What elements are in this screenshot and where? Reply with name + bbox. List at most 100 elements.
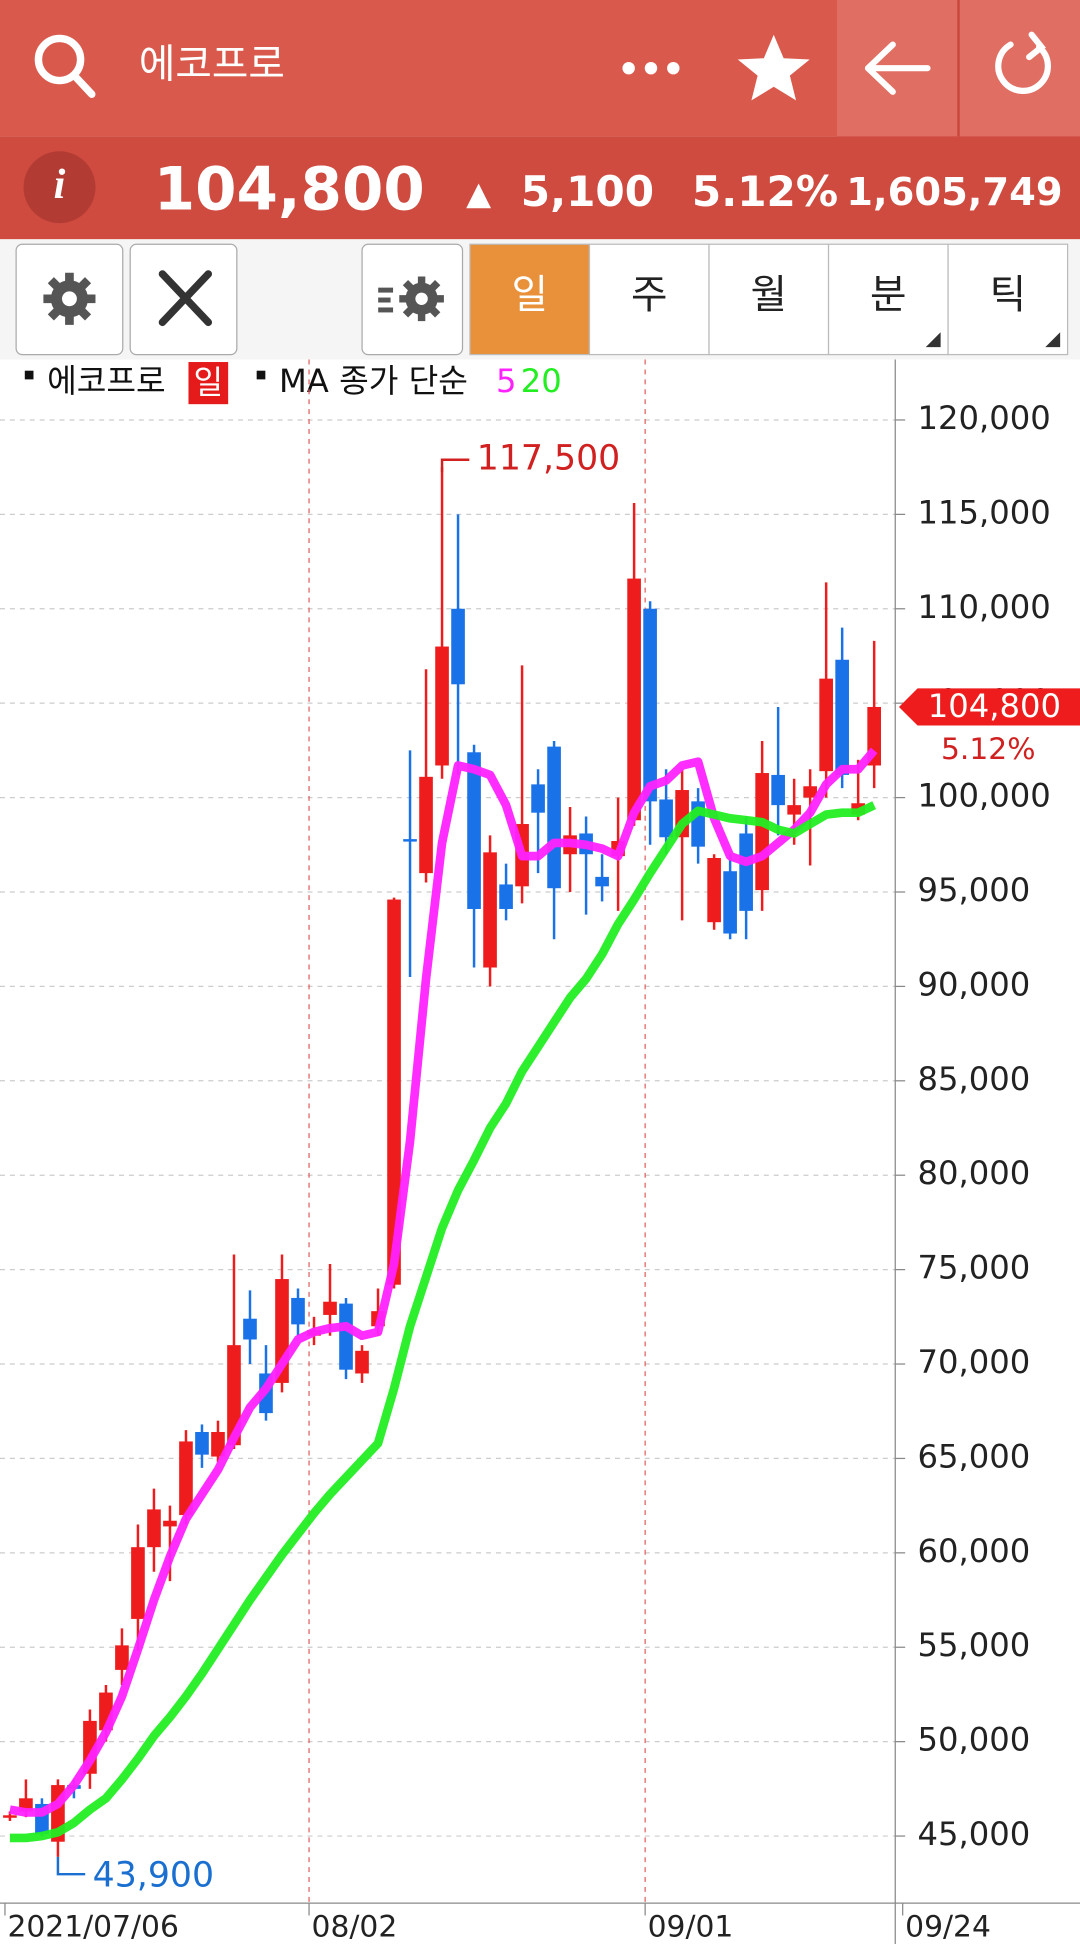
y-tick-label: 55,000 bbox=[918, 1626, 1031, 1664]
legend-marker bbox=[24, 370, 34, 380]
y-tick-label: 65,000 bbox=[918, 1437, 1031, 1475]
legend-period: 일 bbox=[193, 363, 223, 401]
change: 5,100 bbox=[521, 167, 654, 216]
moving-average-line bbox=[9, 801, 877, 1843]
candle-body bbox=[531, 784, 545, 813]
search-icon[interactable] bbox=[34, 34, 96, 98]
refresh-icon[interactable] bbox=[995, 31, 1051, 94]
y-tick-label: 110,000 bbox=[918, 588, 1051, 626]
candle-body bbox=[467, 752, 481, 909]
candle-body bbox=[483, 852, 497, 968]
candle-body bbox=[323, 1301, 337, 1315]
change-pct: 5.12% bbox=[692, 167, 838, 216]
tab-label: 틱 bbox=[990, 272, 1026, 318]
y-tick-label: 45,000 bbox=[918, 1815, 1031, 1853]
candle-body bbox=[771, 774, 785, 806]
x-tick-label: 09/01 bbox=[648, 1909, 734, 1944]
candle-body bbox=[835, 659, 849, 775]
candle-body bbox=[131, 1547, 145, 1619]
stock-name[interactable]: 에코프로 bbox=[139, 41, 285, 87]
candle-body bbox=[179, 1441, 193, 1516]
tab-menu-corner bbox=[925, 332, 941, 348]
candle-body bbox=[451, 608, 465, 685]
y-tick-label: 120,000 bbox=[918, 399, 1051, 437]
legend-entry: 5 bbox=[496, 362, 517, 400]
last-price-label: 104,800 bbox=[928, 687, 1061, 725]
y-tick-label: 100,000 bbox=[918, 777, 1051, 815]
candle-body bbox=[419, 776, 433, 874]
candle-body bbox=[227, 1345, 241, 1446]
y-tick-label: 115,000 bbox=[918, 493, 1051, 531]
tab-label: 분 bbox=[870, 272, 906, 318]
back-icon[interactable] bbox=[864, 41, 931, 95]
candle-body bbox=[115, 1645, 129, 1670]
candle-body bbox=[499, 884, 513, 909]
chart: 에코프로 일 MA 종가 단순 5 20 45,000 50,000 55,000 60,000… bbox=[0, 359, 1080, 1944]
y-tick-label: 60,000 bbox=[918, 1532, 1031, 1570]
up-triangle bbox=[466, 183, 492, 209]
annotation-label: 43,900 bbox=[93, 1856, 214, 1896]
y-tick-label: 50,000 bbox=[918, 1721, 1031, 1759]
candle-body bbox=[723, 871, 737, 934]
favorite-icon[interactable] bbox=[737, 34, 810, 101]
list-gear-icon bbox=[378, 276, 444, 322]
tab[interactable] bbox=[947, 243, 1069, 356]
period-badge bbox=[188, 362, 229, 405]
legend-ma: MA 종가 단순 bbox=[279, 362, 468, 400]
volume: 1,605,749 bbox=[846, 170, 1062, 215]
quote-bar bbox=[0, 136, 1080, 240]
candle-body bbox=[403, 839, 417, 842]
candle-body bbox=[659, 799, 673, 838]
annotation-label: 117,500 bbox=[477, 439, 621, 479]
y-tick-label: 70,000 bbox=[918, 1343, 1031, 1381]
legend-name: 에코프로 bbox=[47, 362, 166, 400]
tab-label: 주 bbox=[631, 272, 667, 318]
tab-label: 월 bbox=[751, 272, 787, 318]
info-icon: i bbox=[54, 161, 66, 208]
candle-body bbox=[803, 786, 817, 798]
candle-body bbox=[755, 773, 769, 891]
annotation-arrow bbox=[440, 458, 470, 473]
candle-body bbox=[147, 1509, 161, 1548]
candle-body bbox=[787, 805, 801, 815]
candle-body bbox=[355, 1350, 369, 1374]
tab[interactable] bbox=[588, 243, 710, 356]
candle-body bbox=[387, 899, 401, 1285]
candle-body bbox=[243, 1318, 257, 1340]
candle-body bbox=[291, 1297, 305, 1325]
x-tick-label: 08/02 bbox=[312, 1909, 398, 1944]
tab[interactable] bbox=[827, 243, 949, 356]
info-button[interactable] bbox=[23, 151, 96, 224]
candle-body bbox=[339, 1303, 353, 1370]
plot-area bbox=[0, 359, 896, 1904]
x-tick-label: 2021/07/06 bbox=[7, 1909, 178, 1944]
candle-body bbox=[3, 1815, 17, 1818]
tools-icon bbox=[158, 270, 213, 327]
candle-body bbox=[819, 678, 833, 772]
x-tick-label: 09/24 bbox=[905, 1909, 991, 1944]
candle-body bbox=[627, 578, 641, 821]
candle-body bbox=[643, 608, 657, 802]
more-icon[interactable] bbox=[622, 61, 680, 75]
y-tick-label: 75,000 bbox=[918, 1249, 1031, 1287]
legend-entry: 20 bbox=[521, 362, 562, 400]
y-tick-label: 95,000 bbox=[918, 871, 1031, 909]
legend-marker bbox=[256, 370, 266, 380]
candle-body bbox=[707, 858, 721, 923]
candle-body bbox=[163, 1520, 177, 1527]
tab-label: 일 bbox=[511, 272, 547, 318]
candle-body bbox=[547, 746, 561, 889]
candle-body bbox=[195, 1431, 209, 1455]
candle-body bbox=[595, 876, 609, 887]
price: 104,800 bbox=[154, 156, 425, 225]
y-tick-label: 85,000 bbox=[918, 1060, 1031, 1098]
y-tick-label: 90,000 bbox=[918, 965, 1031, 1003]
y-tick-label: 80,000 bbox=[918, 1154, 1031, 1192]
annotation-arrow bbox=[56, 1856, 86, 1876]
last-change-label: 5.12% bbox=[941, 732, 1036, 767]
candle-body bbox=[211, 1431, 225, 1457]
tab[interactable] bbox=[469, 243, 591, 356]
candle-body bbox=[739, 833, 753, 911]
